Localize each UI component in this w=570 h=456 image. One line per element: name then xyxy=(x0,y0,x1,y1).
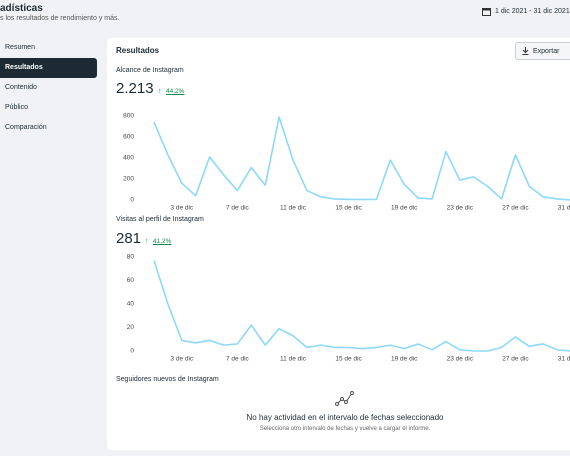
y-tick-label: 200 xyxy=(123,176,134,183)
x-tick-label: 11 de dic xyxy=(280,205,307,212)
x-tick-label: 15 de dic xyxy=(335,205,362,212)
calendar-icon xyxy=(482,8,491,16)
chart-change: 41,2% xyxy=(153,238,172,245)
x-tick-label: 31 de dic xyxy=(558,356,570,363)
x-tick-label: 27 de dic xyxy=(502,356,529,363)
page-title: adísticas xyxy=(0,3,43,14)
x-tick-label: 19 de dic xyxy=(391,356,418,363)
empty-message: No hay actividad en el intervalo de fech… xyxy=(246,413,444,422)
nav-item[interactable]: Resumen xyxy=(5,44,35,51)
y-tick-label: 0 xyxy=(130,348,134,355)
empty-hint: Selecciona otro intervalo de fechas y vu… xyxy=(259,426,431,432)
x-tick-label: 3 de dic xyxy=(170,356,194,363)
data-line xyxy=(153,260,570,352)
section-title: Seguidores nuevos de Instagram xyxy=(116,376,219,383)
change-arrow: ↑ xyxy=(158,88,162,95)
x-tick-label: 23 de dic xyxy=(447,205,474,212)
x-tick-label: 31 de dic xyxy=(558,205,570,212)
change-arrow: ↑ xyxy=(145,238,149,245)
y-tick-label: 40 xyxy=(127,301,135,308)
y-tick-label: 400 xyxy=(123,155,134,162)
chart-change: 44,2% xyxy=(166,88,185,95)
empty-chart-icon xyxy=(335,391,354,406)
y-tick-label: 800 xyxy=(123,113,134,120)
export-label: Exportar xyxy=(533,47,560,55)
export-button[interactable]: Exportar xyxy=(515,42,570,60)
x-tick-label: 19 de dic xyxy=(391,205,418,212)
page-subtitle: s los resultados de rendimiento y más. xyxy=(0,15,120,22)
y-tick-label: 600 xyxy=(123,134,134,141)
data-line xyxy=(153,116,570,201)
x-tick-label: 7 de dic xyxy=(226,205,250,212)
y-tick-label: 20 xyxy=(127,324,135,331)
y-tick-label: 0 xyxy=(130,197,134,204)
x-tick-label: 27 de dic xyxy=(502,205,529,212)
nav-item[interactable]: Contenido xyxy=(5,84,37,91)
chart-title: Visitas al perfil de Instagram xyxy=(116,216,204,223)
results-card xyxy=(107,38,570,450)
card-title: Resultados xyxy=(116,46,160,55)
x-tick-label: 7 de dic xyxy=(226,356,250,363)
x-tick-label: 3 de dic xyxy=(170,205,194,212)
x-tick-label: 23 de dic xyxy=(447,356,474,363)
chart-title: Alcance de Instagram xyxy=(116,67,184,74)
nav-item[interactable]: Resultados xyxy=(0,58,97,78)
date-range: 1 dic 2021 - 31 dic 2021 xyxy=(495,8,570,15)
nav-item[interactable]: Público xyxy=(5,104,28,111)
y-tick-label: 60 xyxy=(127,277,135,284)
chart-total: 281 xyxy=(116,230,142,247)
nav-item[interactable]: Comparación xyxy=(5,124,47,131)
chart-total: 2.213 xyxy=(116,80,154,97)
x-tick-label: 11 de dic xyxy=(280,356,307,363)
x-tick-label: 15 de dic xyxy=(335,356,362,363)
y-tick-label: 80 xyxy=(127,254,135,261)
date-picker[interactable]: 1 dic 2021 - 31 dic 2021 xyxy=(482,7,570,16)
download-icon xyxy=(522,47,529,55)
